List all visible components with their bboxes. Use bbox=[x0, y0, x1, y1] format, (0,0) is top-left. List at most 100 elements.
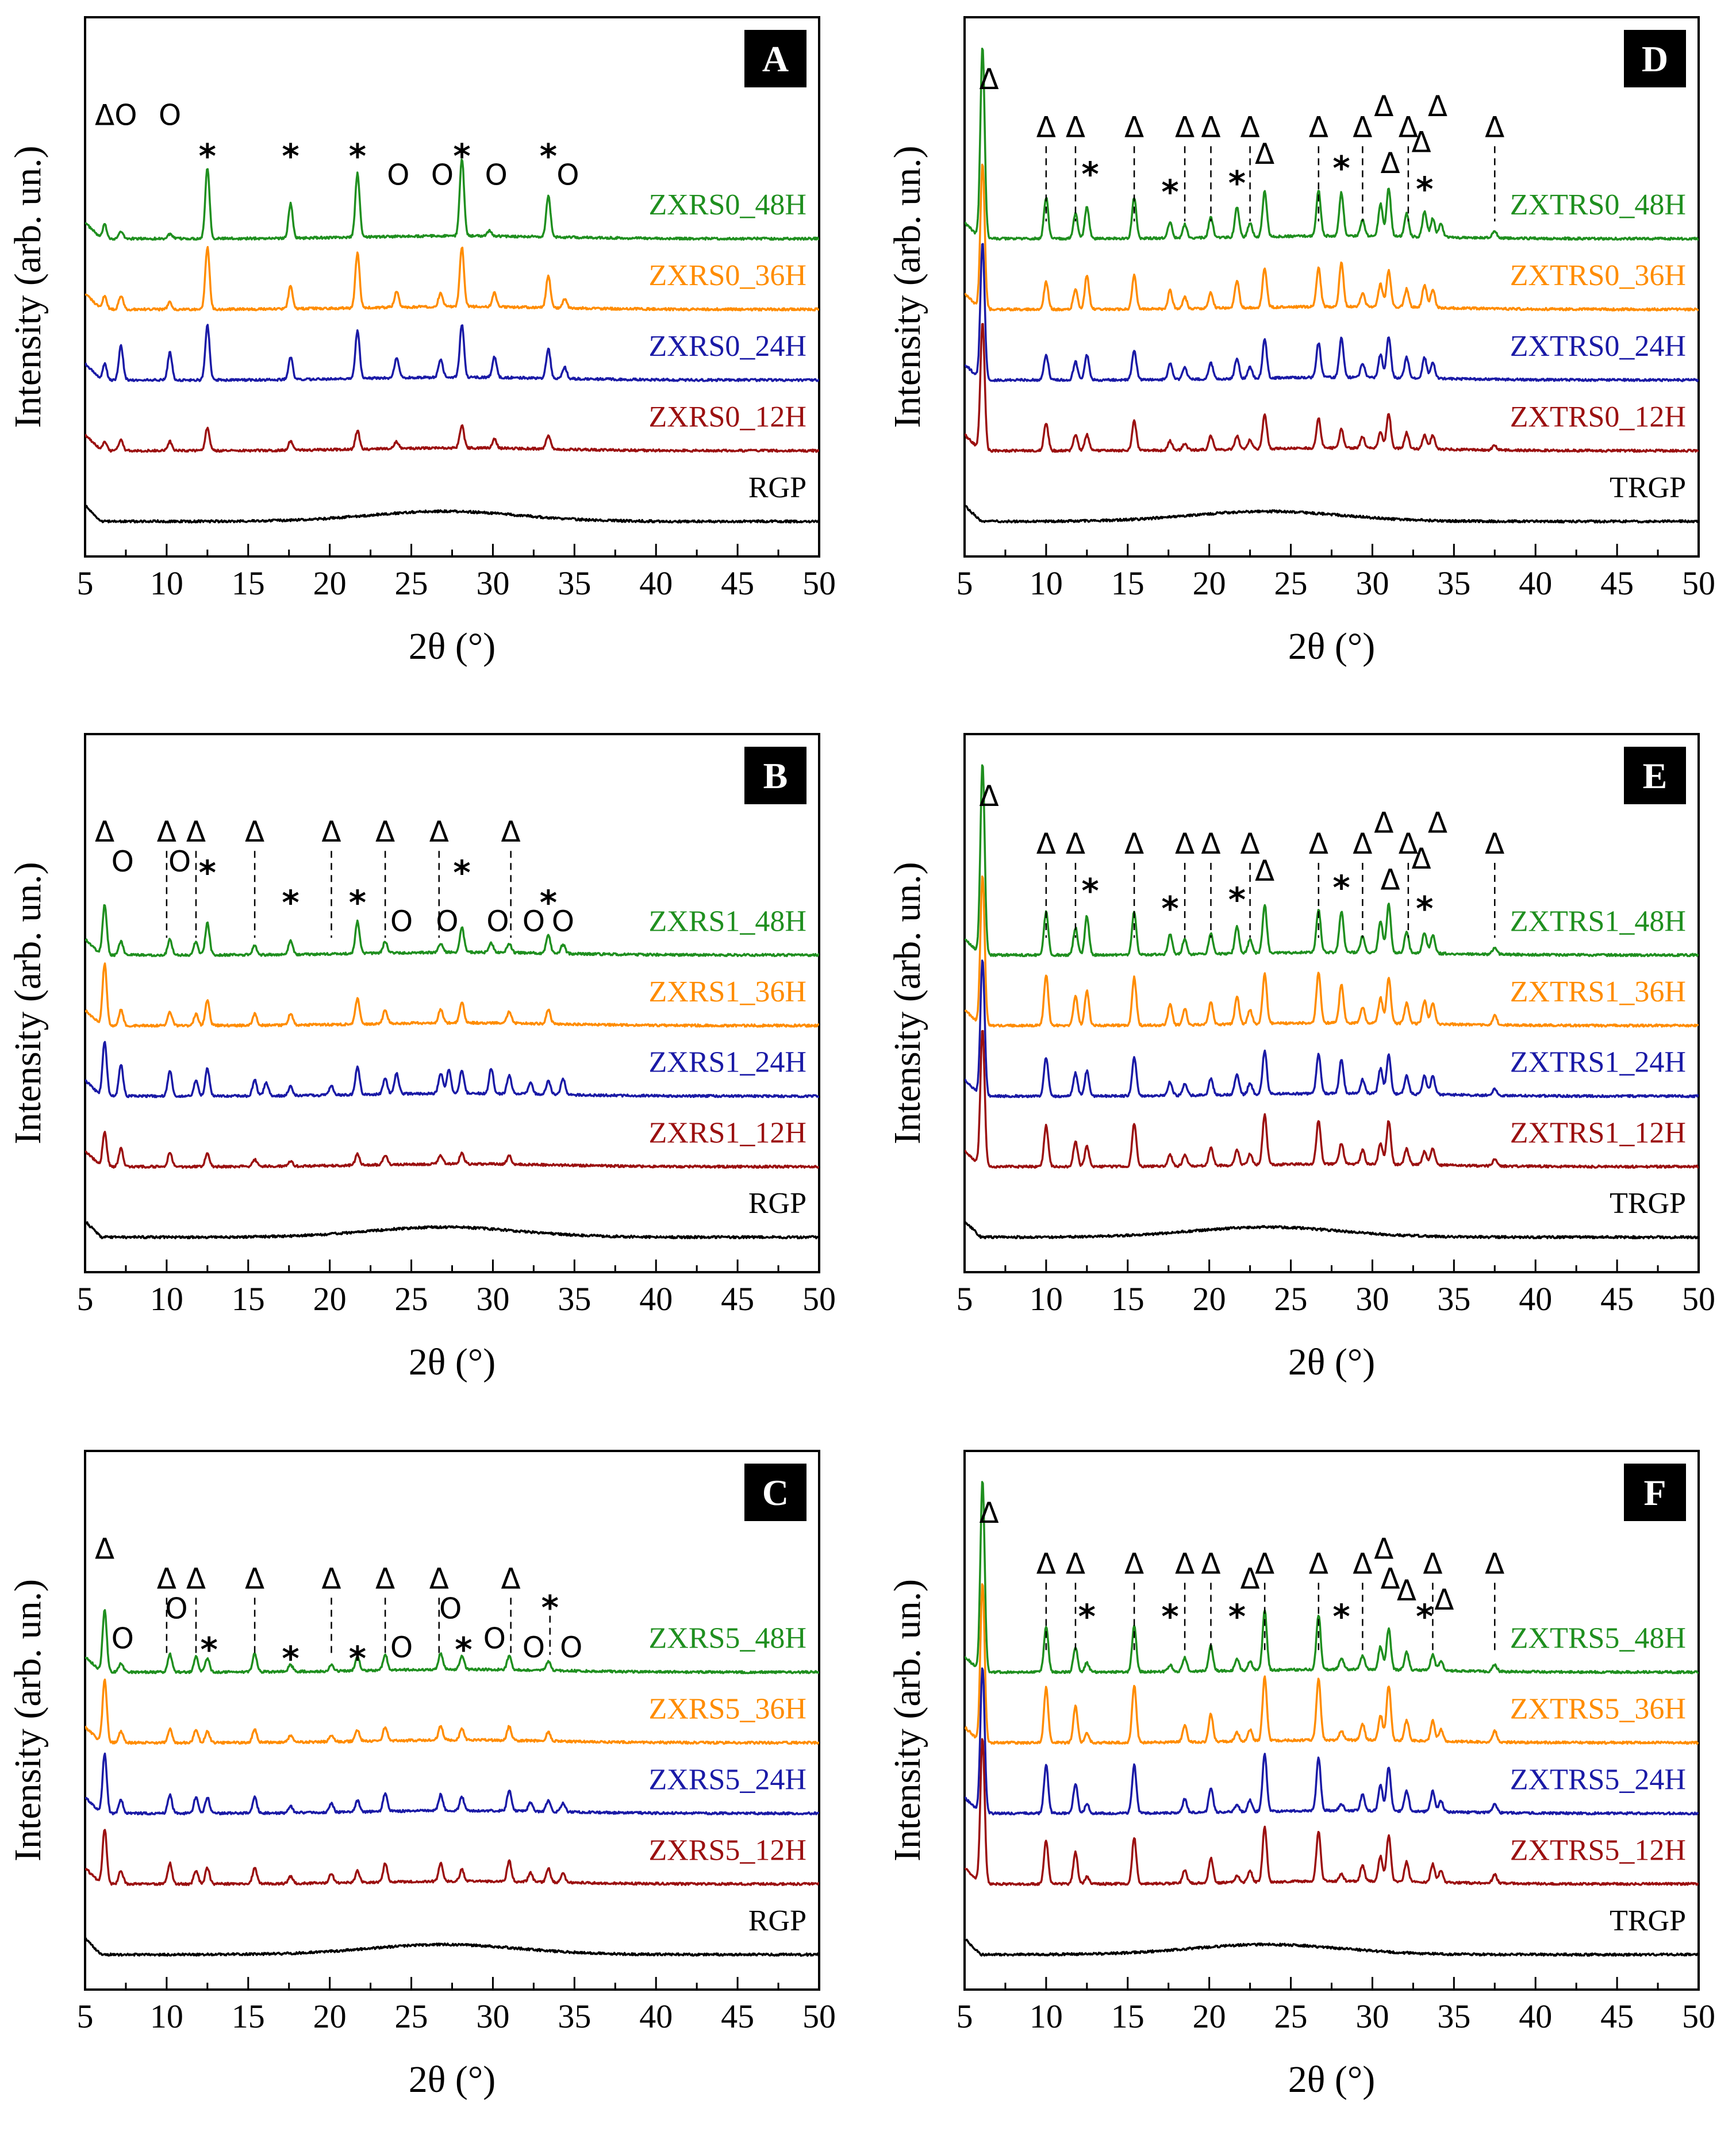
peak-marker-delta: Δ bbox=[1255, 1547, 1274, 1580]
peak-marker-delta: Δ bbox=[1175, 1547, 1195, 1580]
peak-marker-star: * bbox=[282, 1639, 299, 1678]
peak-marker-delta: Δ bbox=[1399, 827, 1418, 861]
series-trace-trgp bbox=[965, 1221, 1699, 1239]
series-label: RGP bbox=[748, 471, 806, 504]
series-label: ZXRS0_36H bbox=[649, 259, 806, 292]
peak-marker-delta: Δ bbox=[1353, 827, 1372, 861]
x-tick-label: 25 bbox=[1274, 1280, 1308, 1318]
series-trace-zxrs1-24h bbox=[85, 1040, 819, 1099]
series-label: ZXTRS1_36H bbox=[1510, 976, 1686, 1008]
peak-marker-delta: Δ bbox=[375, 1562, 395, 1595]
peak-marker-delta: Δ bbox=[1374, 807, 1393, 840]
x-tick-label: 30 bbox=[1355, 565, 1389, 602]
x-tick-label: 40 bbox=[1519, 565, 1552, 602]
panel-badge bbox=[1624, 30, 1686, 87]
series-trace-trgp bbox=[965, 1938, 1699, 1957]
peak-marker-delta: Δ bbox=[1485, 1547, 1504, 1580]
series-trace-zxrs0-48h bbox=[85, 158, 819, 241]
x-tick-label: 10 bbox=[150, 1280, 183, 1318]
y-axis-title: Intensity (arb. un.) bbox=[886, 862, 928, 1144]
peak-marker-delta: Δ bbox=[1381, 1562, 1400, 1595]
peak-marker-circle: O bbox=[523, 905, 545, 938]
panel-badge-letter: F bbox=[1643, 1472, 1666, 1513]
peak-marker-delta: Δ bbox=[1066, 1547, 1085, 1580]
x-tick-label: 40 bbox=[639, 1998, 673, 2035]
peak-marker-delta: Δ bbox=[1423, 1547, 1442, 1580]
y-axis-title: Intensity (arb. un.) bbox=[7, 1579, 49, 1861]
x-tick-label: 15 bbox=[1111, 1998, 1144, 2035]
series-label: ZXTRS0_36H bbox=[1510, 259, 1686, 292]
peak-marker-star: * bbox=[1081, 871, 1099, 910]
x-tick-label: 45 bbox=[1600, 1998, 1634, 2035]
peak-marker-delta: Δ bbox=[245, 1562, 264, 1595]
x-tick-label: 50 bbox=[802, 565, 836, 602]
x-tick-label: 15 bbox=[1111, 1280, 1144, 1318]
x-tick-label: 30 bbox=[476, 1998, 509, 2035]
peak-marker-delta: Δ bbox=[979, 780, 998, 813]
x-tick-label: 15 bbox=[232, 565, 265, 602]
peak-marker-delta: Δ bbox=[501, 1562, 521, 1595]
peak-marker-delta: Δ bbox=[1036, 1547, 1056, 1580]
peak-marker-delta: Δ bbox=[1374, 1532, 1393, 1565]
x-tick-label: 25 bbox=[395, 565, 428, 602]
x-axis-title: 2θ (°) bbox=[1288, 2059, 1375, 2101]
traces bbox=[965, 1481, 1699, 1957]
peak-marker-delta: Δ bbox=[429, 1562, 449, 1595]
peak-marker-star: * bbox=[453, 853, 470, 892]
peak-marker-star: * bbox=[541, 1588, 559, 1627]
panel-badge bbox=[744, 747, 806, 804]
peak-marker-star: * bbox=[1161, 1597, 1178, 1636]
x-tick-label: 35 bbox=[558, 565, 591, 602]
x-tick-label: 25 bbox=[395, 1998, 428, 2035]
peak-marker-circle: O bbox=[165, 1592, 187, 1625]
series-trace-zxtrs5-24h bbox=[965, 1667, 1699, 1816]
panel-a: 5 10 15 20 25 30 35 40 45 50 2θ (°) Intensity (arb.… bbox=[7, 16, 836, 667]
traces bbox=[85, 904, 819, 1239]
x-tick-label: 40 bbox=[1519, 1280, 1552, 1318]
series-label: ZXTRS0_24H bbox=[1510, 330, 1686, 363]
x-tick-label: 20 bbox=[313, 1998, 347, 2035]
peak-marker-delta: Δ bbox=[95, 99, 114, 132]
x-tick-label: 50 bbox=[802, 1280, 836, 1318]
peak-marker-delta: Δ bbox=[979, 1496, 998, 1530]
series-label: ZXTRS5_36H bbox=[1510, 1693, 1686, 1726]
peak-marker-star: * bbox=[1332, 868, 1350, 907]
series-label: ZXTRS0_12H bbox=[1510, 401, 1686, 433]
x-tick-label: 45 bbox=[721, 1998, 754, 2035]
x-tick-label: 5 bbox=[77, 1280, 94, 1318]
series-trace-zxtrs0-36h bbox=[965, 163, 1699, 312]
peak-marker-delta: Δ bbox=[95, 1532, 114, 1565]
panel-badge-letter: B bbox=[763, 755, 788, 796]
peak-marker-star: * bbox=[349, 137, 366, 176]
peak-marker-delta: Δ bbox=[245, 815, 264, 848]
series-trace-rgp bbox=[85, 1221, 819, 1239]
panel-b: 5 10 15 20 25 30 35 40 45 50 2θ (°) Intensity (arb.… bbox=[7, 733, 836, 1383]
peak-marker-delta: Δ bbox=[1255, 137, 1274, 171]
series-trace-zxrs5-12h bbox=[85, 1829, 819, 1886]
series-label: ZXRS5_36H bbox=[649, 1693, 806, 1726]
peak-marker-star: * bbox=[1416, 889, 1433, 928]
x-tick-label: 45 bbox=[1600, 1280, 1634, 1318]
panels-group: 5 10 15 20 25 30 35 40 45 50 2θ (°) Intensity (arb.… bbox=[7, 16, 1715, 2101]
series-trace-zxrs5-48h bbox=[85, 1609, 819, 1675]
peak-marker-circle: O bbox=[560, 1631, 582, 1664]
peak-marker-delta: Δ bbox=[1066, 827, 1085, 861]
peak-marker-delta: Δ bbox=[1381, 147, 1400, 180]
peak-marker-delta: Δ bbox=[1309, 110, 1328, 144]
traces bbox=[85, 1609, 819, 1957]
peak-marker-star: * bbox=[282, 883, 299, 922]
x-axis-title: 2θ (°) bbox=[409, 625, 496, 667]
x-tick-label: 30 bbox=[476, 1280, 509, 1318]
x-tick-label: 10 bbox=[150, 565, 183, 602]
peak-marker-delta: Δ bbox=[1036, 110, 1056, 144]
peak-marker-delta: Δ bbox=[1428, 90, 1447, 123]
peak-marker-circle: O bbox=[439, 1592, 462, 1625]
series-trace-rgp bbox=[85, 505, 819, 524]
series-label: RGP bbox=[748, 1187, 806, 1220]
peak-marker-delta: Δ bbox=[1397, 1574, 1416, 1607]
peak-marker-circle: O bbox=[168, 845, 191, 878]
peak-marker-delta: Δ bbox=[1124, 1547, 1144, 1580]
x-tick-label: 30 bbox=[1355, 1998, 1389, 2035]
series-trace-zxrs0-36h bbox=[85, 245, 819, 312]
x-tick-label: 5 bbox=[957, 565, 973, 602]
